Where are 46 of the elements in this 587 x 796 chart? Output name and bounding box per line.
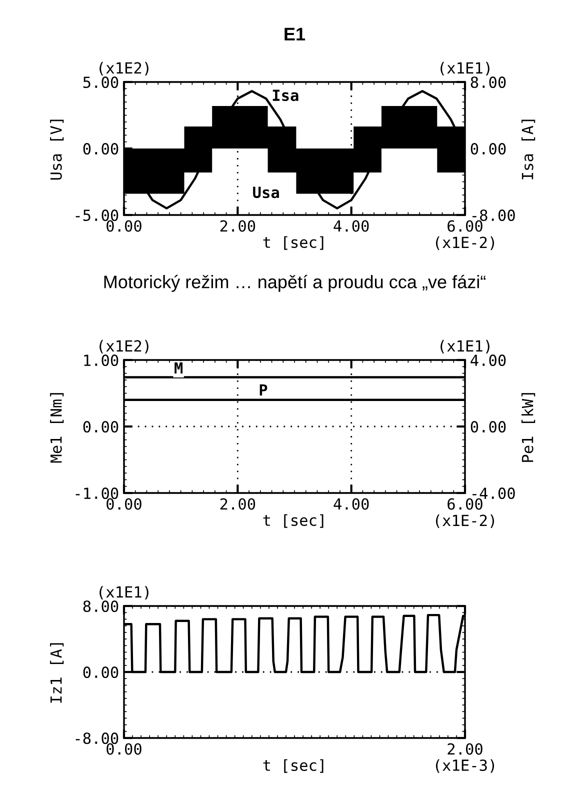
- y2-tick-label: -8.00: [472, 210, 515, 222]
- y-tick-label: 8.00: [83, 600, 118, 612]
- x-tick-label: 6.00: [448, 220, 482, 232]
- y-axis-title: Iz1 [A]: [50, 643, 64, 703]
- text: (x1E2): [100, 62, 148, 76]
- y-tick-label: 0.00: [83, 143, 118, 155]
- text: (x1E-3): [436, 759, 494, 773]
- text: (x1E1): [440, 62, 490, 76]
- x-tick-label: 6.00: [448, 498, 482, 510]
- chart-title: E1: [284, 28, 306, 40]
- text: Motorický režim … napětí a proudu cca „ve fázi“: [104, 274, 486, 292]
- text: (x1E-2): [436, 236, 494, 250]
- y-tick-label: -5.00: [76, 210, 118, 222]
- y2-tick-label: 0.00: [470, 143, 506, 155]
- x-tick-label: 4.00: [334, 220, 369, 232]
- x-tick-label: 4.00: [334, 498, 369, 510]
- annotation: P: [260, 384, 268, 396]
- y2-tick-label: 8.00: [470, 76, 506, 88]
- y-tick-label: -8.00: [76, 732, 118, 744]
- annotation: Usa: [253, 186, 279, 198]
- text: (x1E-2): [436, 514, 494, 528]
- y-axis-title: Usa [V]: [50, 120, 64, 180]
- x-tick-label: 2.00: [448, 743, 482, 755]
- y2-tick-label: 4.00: [470, 354, 506, 366]
- text: (x1E1): [100, 586, 148, 600]
- y-axis-title: Me1 [Nm]: [50, 393, 64, 463]
- x-tick-label: 2.00: [220, 220, 256, 232]
- annotation: M: [174, 362, 183, 374]
- x-axis-title: t [sec]: [263, 514, 324, 528]
- y2-axis-title: Pe1 [kW]: [521, 393, 536, 462]
- y-tick-label: 0.00: [83, 666, 118, 678]
- y-tick-label: 0.00: [83, 421, 118, 433]
- x-tick-label: 0.00: [106, 498, 142, 510]
- y2-tick-label: -4.00: [472, 488, 515, 500]
- text: (x1E2): [100, 340, 148, 354]
- y2-axis-title: Isa [A]: [521, 120, 536, 180]
- y-tick-label: 5.00: [83, 76, 118, 88]
- x-axis-title: t [sec]: [263, 236, 324, 250]
- y-tick-label: 1.00: [84, 354, 118, 366]
- y2-tick-label: 0.00: [470, 421, 506, 433]
- text: (x1E1): [440, 340, 490, 354]
- annotation: Isa: [272, 90, 298, 102]
- y-tick-label: -1.00: [76, 488, 118, 500]
- x-tick-label: 0.00: [106, 220, 142, 232]
- x-axis-title: t [sec]: [263, 759, 324, 773]
- x-tick-label: 2.00: [220, 498, 256, 510]
